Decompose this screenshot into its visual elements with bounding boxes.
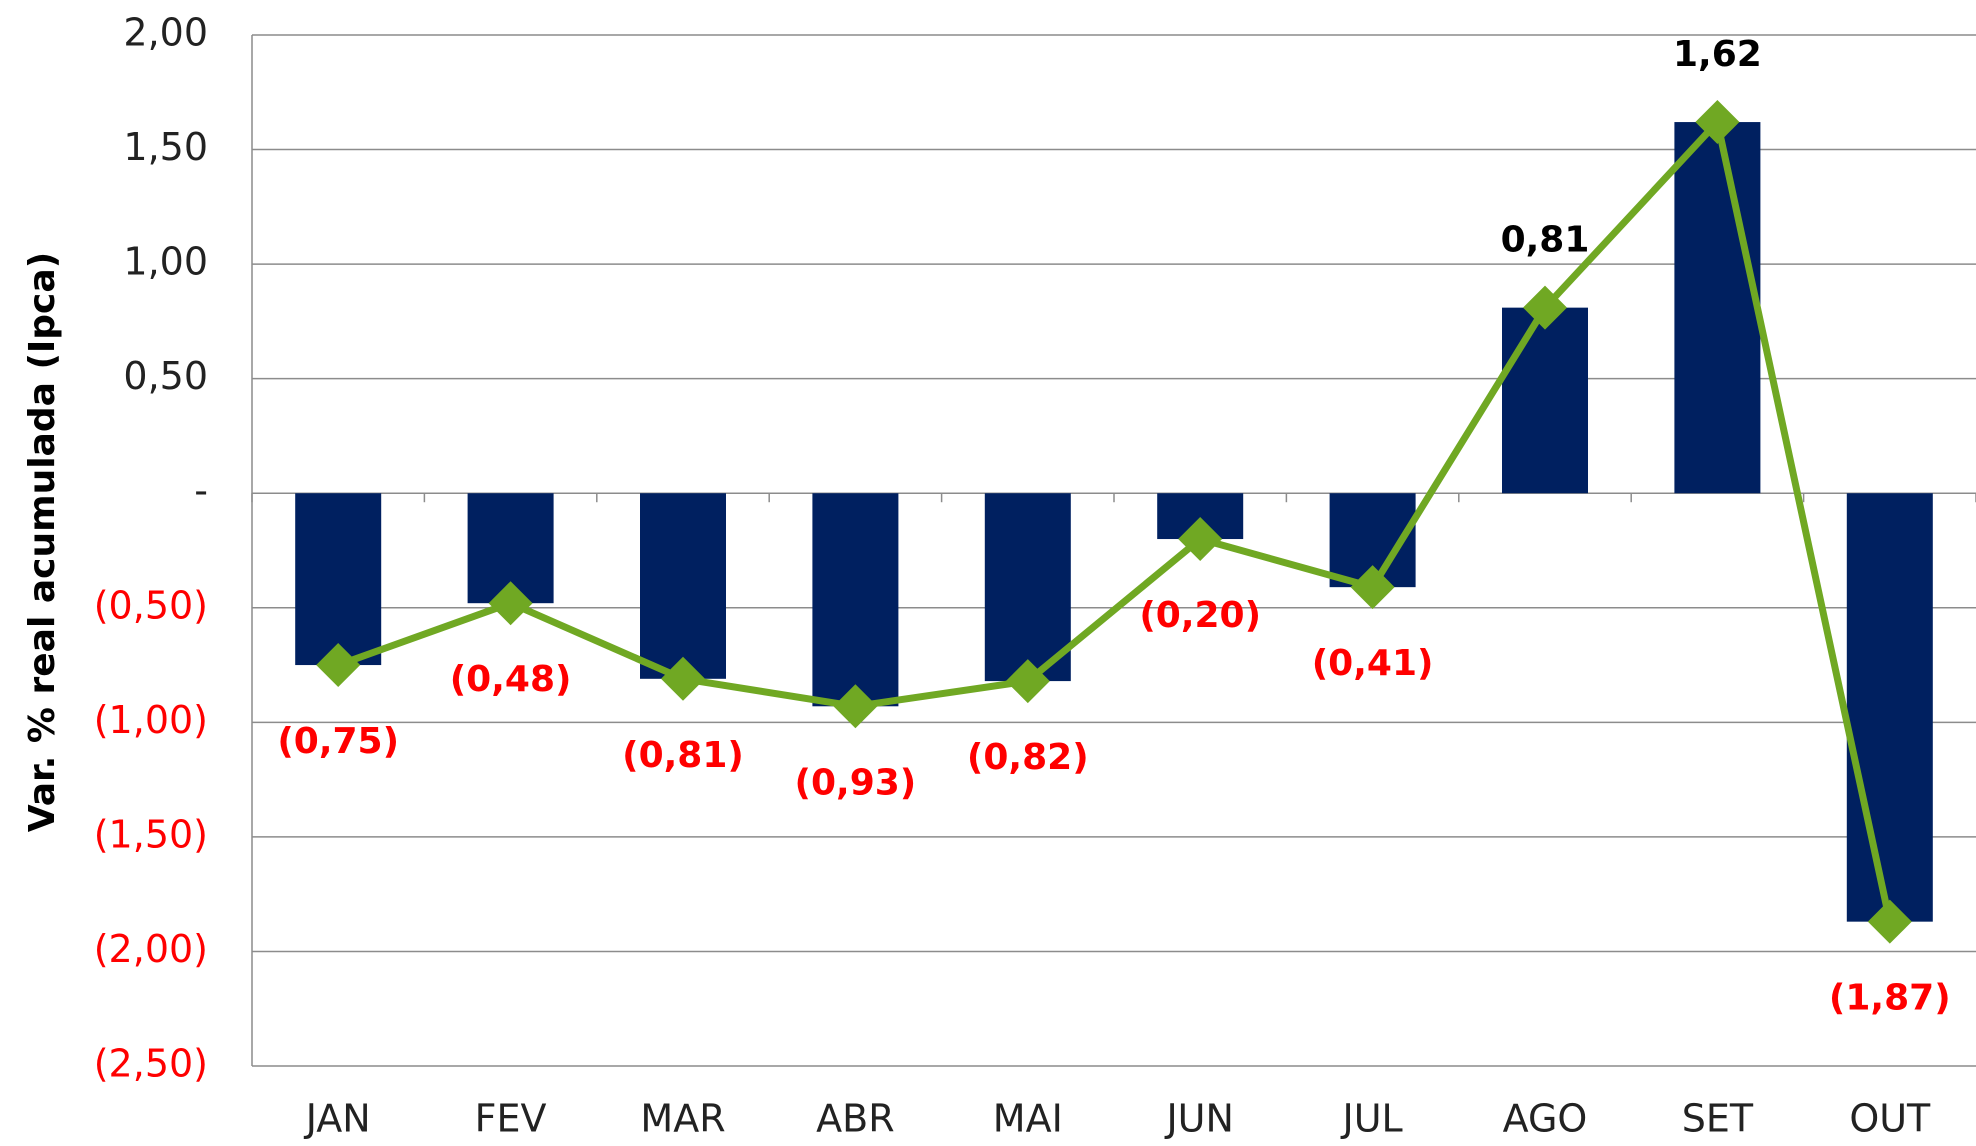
data-label: (0,41) bbox=[1312, 643, 1434, 684]
y-tick-label: (0,50) bbox=[94, 583, 208, 627]
x-tick-label: AGO bbox=[1503, 1097, 1588, 1141]
marker bbox=[316, 643, 361, 688]
data-label: (0,93) bbox=[795, 762, 917, 803]
marker bbox=[1350, 565, 1395, 610]
y-tick-label: (2,50) bbox=[94, 1042, 208, 1086]
bar bbox=[1674, 122, 1761, 494]
marker bbox=[1695, 100, 1740, 145]
data-label: (0,48) bbox=[450, 659, 572, 700]
data-label: 1,62 bbox=[1673, 34, 1762, 75]
bar bbox=[812, 493, 899, 707]
data-label: (0,20) bbox=[1139, 595, 1261, 636]
y-tick-label: (1,50) bbox=[94, 812, 208, 856]
x-tick-label: FEV bbox=[475, 1097, 547, 1141]
bar bbox=[1502, 307, 1588, 494]
data-label: (1,87) bbox=[1829, 978, 1951, 1019]
x-tick-label: MAR bbox=[640, 1097, 725, 1141]
bar bbox=[1846, 493, 1933, 922]
line bbox=[337, 118, 1894, 923]
y-tick-label: - bbox=[194, 469, 208, 513]
marker bbox=[1005, 659, 1050, 704]
marker bbox=[1523, 285, 1567, 330]
bar bbox=[295, 493, 382, 666]
x-tick-label: JAN bbox=[304, 1097, 371, 1141]
y-tick-label: 1,00 bbox=[123, 240, 208, 284]
y-tick-label: (2,00) bbox=[94, 927, 208, 971]
x-tick-label: MAI bbox=[993, 1097, 1063, 1141]
marker bbox=[1178, 517, 1223, 562]
y-tick-label: (1,00) bbox=[94, 698, 208, 742]
x-tick-label: JUL bbox=[1340, 1097, 1402, 1141]
x-tick-label: OUT bbox=[1849, 1097, 1931, 1141]
data-label: (0,81) bbox=[622, 735, 744, 776]
data-label: (0,75) bbox=[277, 721, 399, 762]
x-tick-label: JUN bbox=[1164, 1097, 1233, 1141]
marker bbox=[833, 684, 878, 729]
x-tick-label: ABR bbox=[816, 1097, 894, 1141]
marker bbox=[1867, 899, 1912, 944]
x-tick-label: SET bbox=[1682, 1097, 1754, 1141]
bar bbox=[640, 493, 726, 679]
marker bbox=[661, 656, 705, 701]
y-tick-label: 1,50 bbox=[123, 125, 208, 169]
y-tick-label: 2,00 bbox=[123, 11, 208, 55]
data-label: (0,82) bbox=[967, 737, 1089, 778]
bar bbox=[984, 493, 1071, 682]
y-tick-label: 0,50 bbox=[123, 354, 208, 398]
y-axis-title: Var. % real acumulada (Ipca) bbox=[22, 252, 63, 832]
marker bbox=[488, 581, 533, 626]
data-label: 0,81 bbox=[1501, 220, 1590, 261]
